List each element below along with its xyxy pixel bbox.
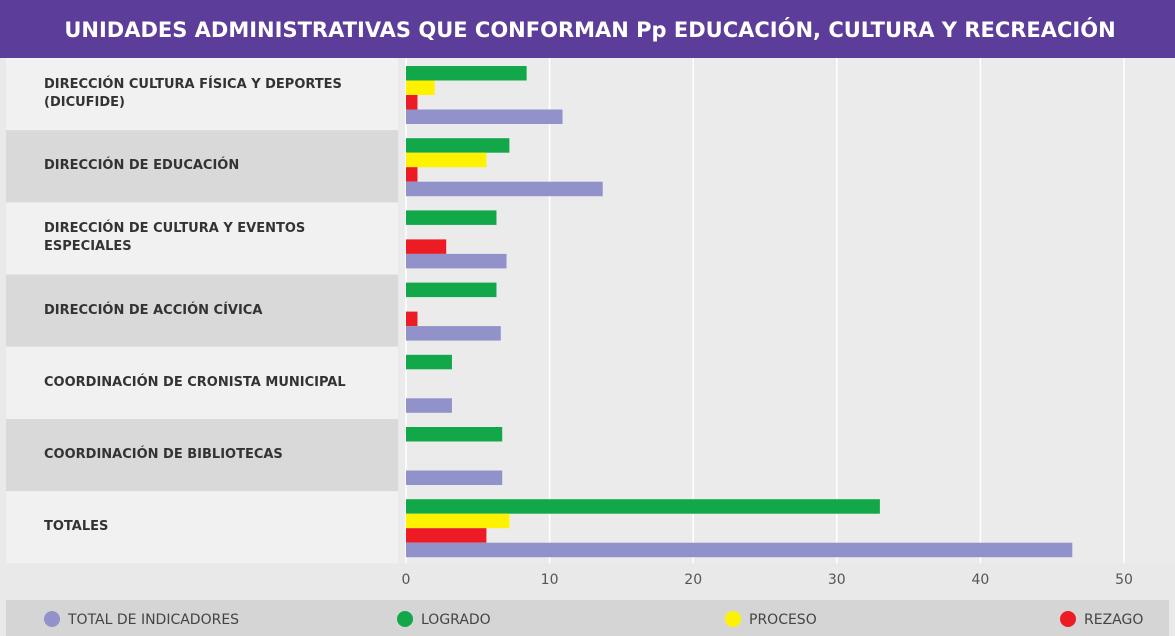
bar [406, 167, 418, 182]
row-label-bg [6, 491, 398, 564]
x-tick-label: 20 [684, 572, 702, 588]
bar [406, 152, 487, 168]
legend-swatch [44, 611, 60, 627]
bar [406, 181, 603, 197]
bar [406, 138, 510, 153]
plot-bg [400, 58, 1175, 564]
legend-label: REZAGO [1084, 612, 1143, 628]
row-label-bg [6, 419, 398, 492]
x-tick-label: 10 [541, 572, 559, 588]
bar [406, 499, 880, 514]
x-tick-label: 50 [1115, 572, 1133, 588]
bar [406, 528, 487, 543]
category-label: DIRECCIÓN DE ACCIÓN CÍVICA [44, 302, 263, 318]
category-label: DIRECCIÓN CULTURA FÍSICA Y DEPORTES (DIC… [44, 77, 342, 111]
title-bar [0, 0, 1175, 58]
legend-swatch [397, 611, 413, 627]
bar [406, 95, 418, 110]
bar [406, 326, 501, 341]
bar [406, 470, 503, 485]
category-label: COORDINACIÓN DE CRONISTA MUNICIPAL [44, 374, 346, 390]
bar [406, 354, 452, 370]
category-label: DIRECCIÓN DE EDUCACIÓN [44, 158, 240, 174]
chart-title: UNIDADES ADMINISTRATIVAS QUE CONFORMAN P… [64, 17, 1115, 42]
bar [406, 253, 507, 269]
bar [406, 427, 503, 442]
bar [406, 311, 418, 327]
legend-label: TOTAL DE INDICADORES [67, 612, 239, 628]
row-label-bg [6, 346, 398, 419]
x-tick-label: 40 [971, 572, 989, 588]
x-tick-label: 0 [402, 572, 411, 588]
category-label: TOTALES [44, 519, 109, 535]
legend-label: LOGRADO [421, 612, 491, 628]
bar [406, 398, 452, 413]
bar [406, 66, 527, 81]
legend-swatch [1060, 611, 1076, 627]
row-label-bg [6, 202, 398, 275]
bar [406, 542, 1073, 558]
row-label-bg [6, 274, 398, 347]
bar [406, 210, 497, 225]
row-label-bg [6, 58, 398, 131]
bar [406, 282, 497, 298]
bar [406, 513, 510, 529]
bar [406, 109, 563, 124]
legend-label: PROCESO [749, 612, 817, 628]
legend-bar [6, 600, 1169, 636]
category-label: COORDINACIÓN DE BIBLIOTECAS [44, 447, 283, 463]
category-label: DIRECCIÓN DE CULTURA Y EVENTOS ESPECIALE… [44, 221, 306, 255]
row-label-bg [6, 130, 398, 203]
x-tick-label: 30 [828, 572, 846, 588]
legend-swatch [725, 611, 741, 627]
bar [406, 239, 447, 254]
bar [406, 80, 435, 95]
